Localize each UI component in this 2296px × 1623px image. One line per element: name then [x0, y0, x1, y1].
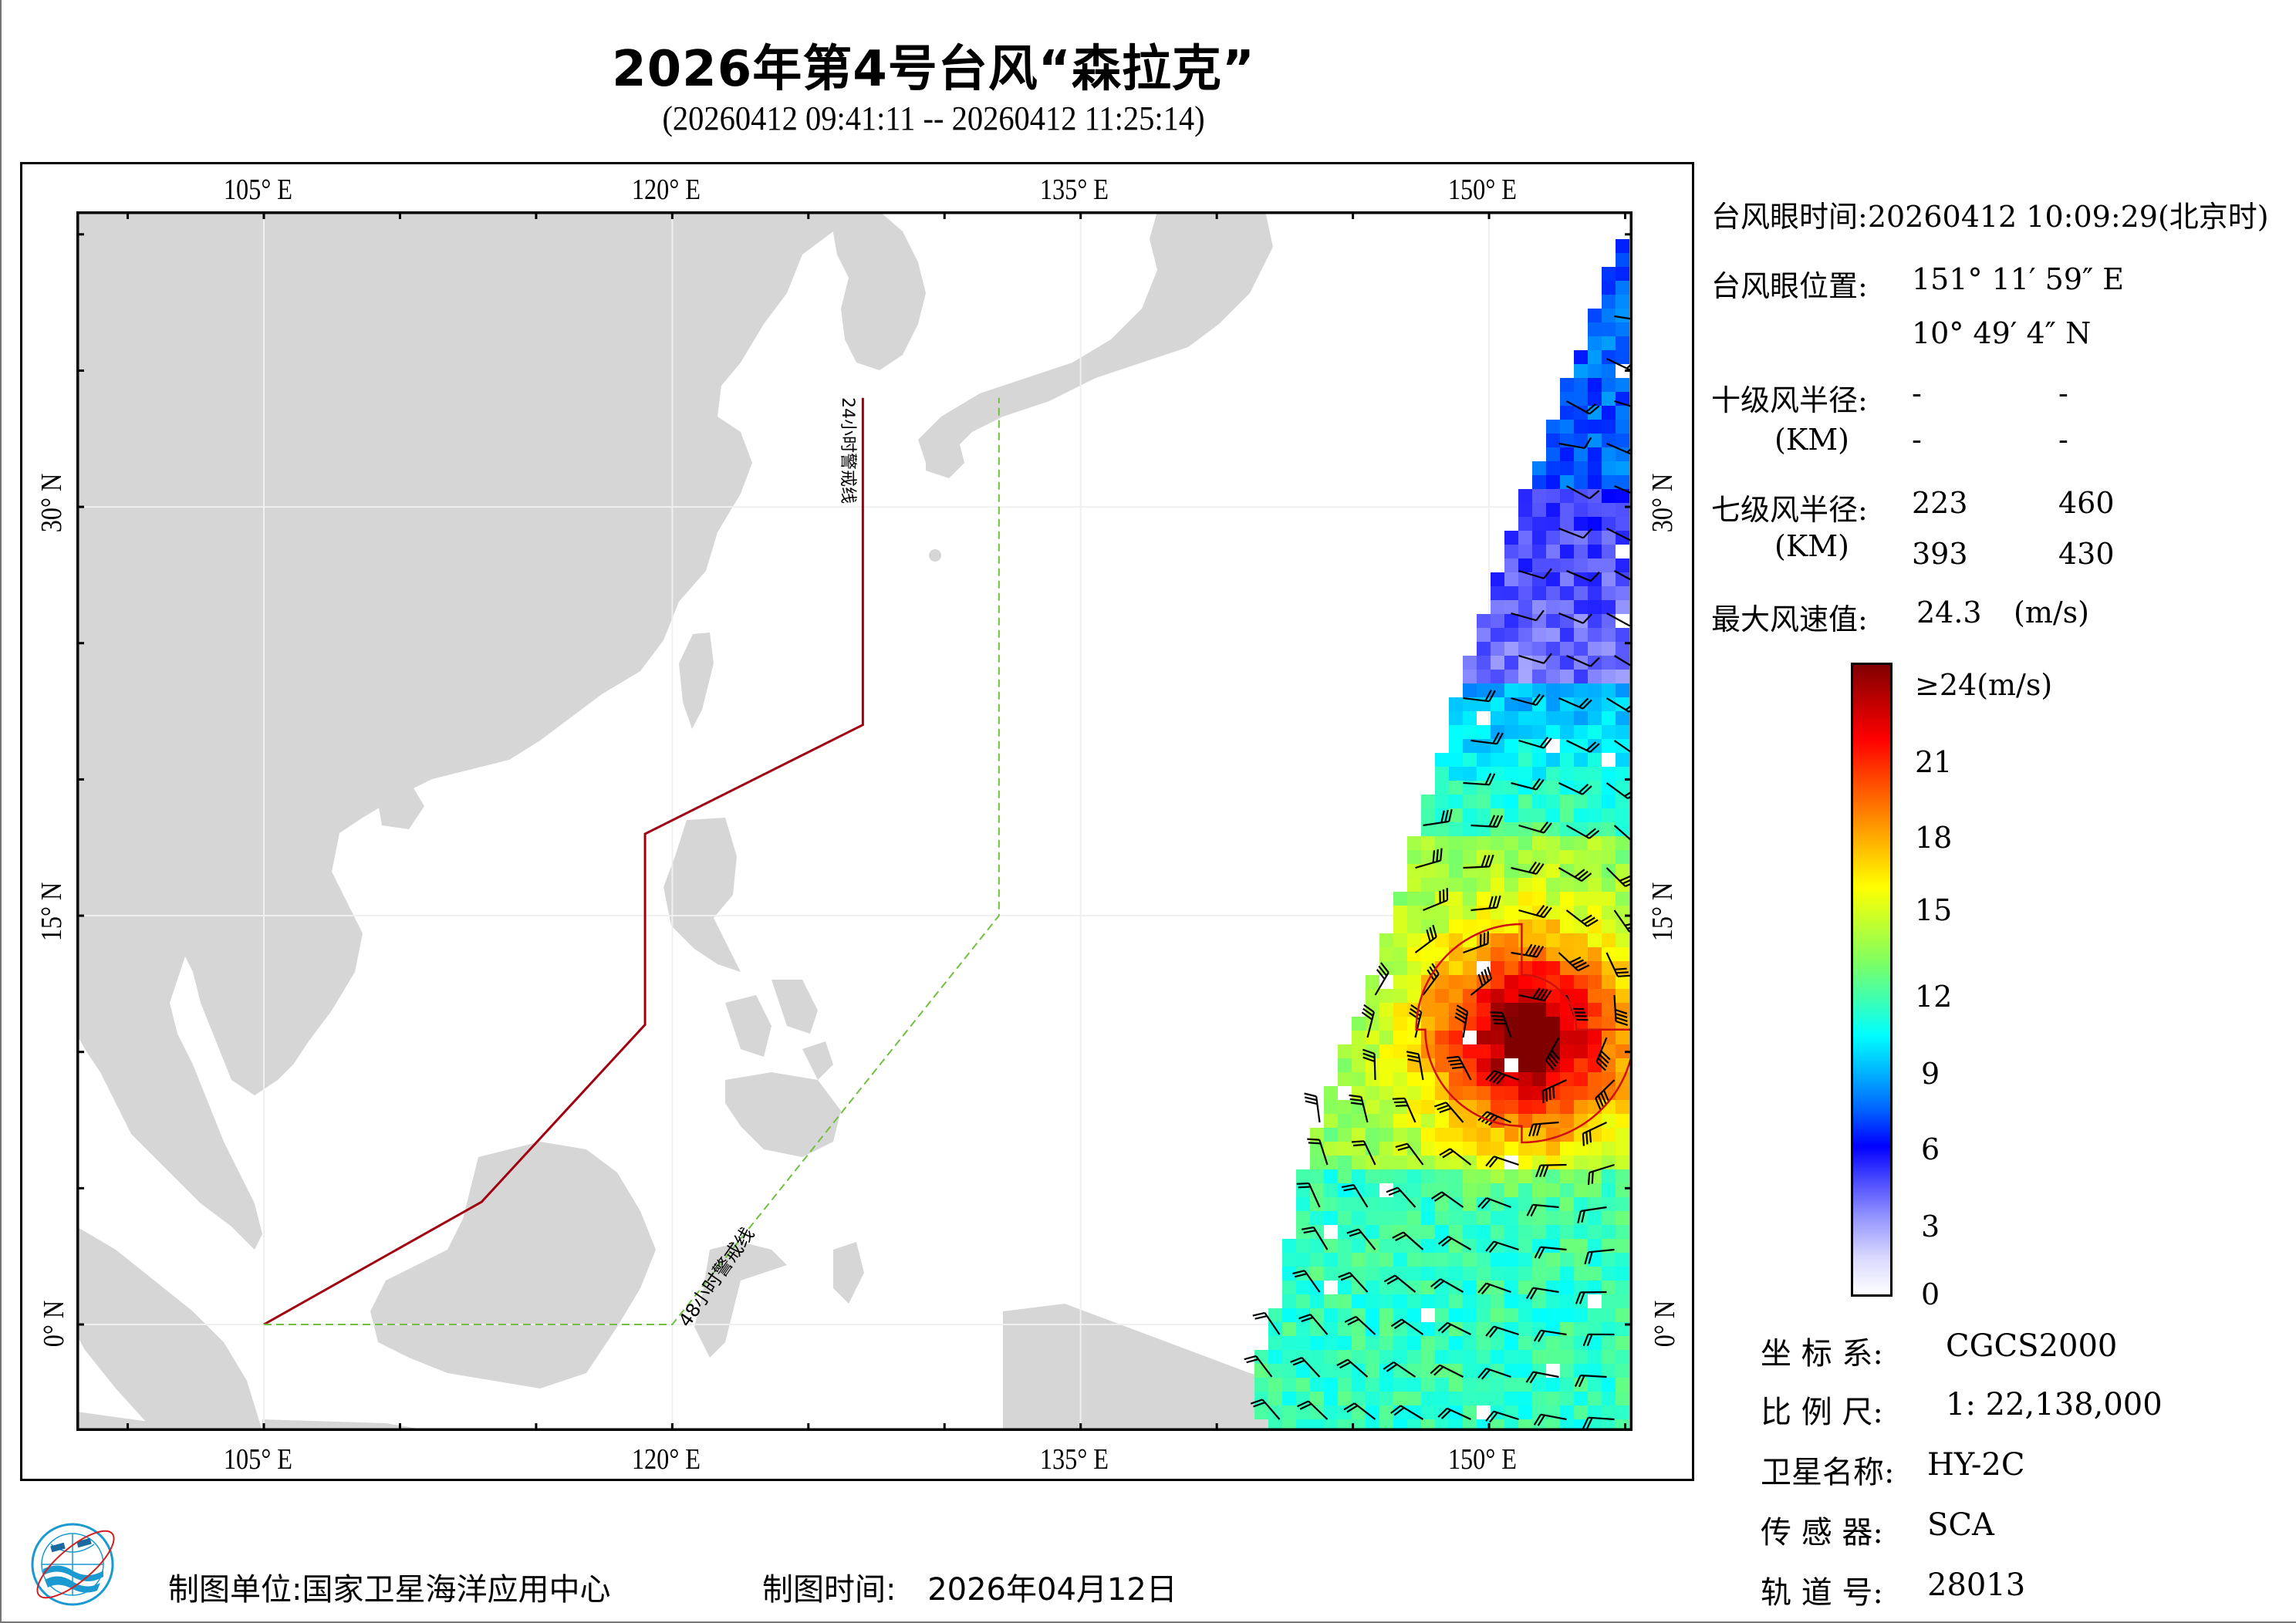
r10-unit: (KM)	[1774, 423, 1849, 457]
r7-value-nw: 430	[2058, 537, 2115, 571]
org-value: 国家卫星海洋应用中心	[302, 1572, 611, 1608]
orbit-label: 轨 道 号:	[1761, 1575, 1883, 1611]
colorbar-tick-21: 21	[1915, 745, 1953, 779]
date-label: 制图时间:	[762, 1572, 896, 1608]
scale-value: 1: 22,138,000	[1946, 1387, 2163, 1422]
r10-value-ne: -	[1912, 376, 1922, 410]
eye-position-label: 台风眼位置:	[1711, 269, 1868, 303]
crs-row: 坐 标 系: CGCS2000	[1761, 1328, 2117, 1373]
r10-value-sw: -	[1912, 423, 1922, 457]
eye-lat-value: 10° 49′ 4″ N	[1912, 316, 2092, 350]
top-lon-label-150: 150° E	[1447, 174, 1518, 206]
time-range: (20260412 09:41:11 -- 20260412 11:25:14)	[662, 100, 1205, 137]
colorbar-tick-0: 0	[1921, 1277, 1940, 1311]
max-wind-row: 最大风速值: 24.3 (m/s)	[1711, 596, 2089, 638]
map-border	[76, 211, 1633, 1431]
max-wind-unit: (m/s)	[2014, 596, 2089, 629]
scale-row: 比 例 尺: 1: 22,138,000	[1761, 1387, 2163, 1432]
land-masses	[76, 211, 1565, 1431]
r10-value-nw: -	[2058, 423, 2068, 457]
satellite-label: 卫星名称:	[1761, 1455, 1895, 1490]
r10-value-se: -	[2058, 376, 2068, 410]
max-wind-value: 24.3	[1916, 596, 1982, 629]
eye-position-row: 台风眼位置: 151° 11′ 59″ E	[1711, 262, 2124, 305]
right-lat-label-0: 0° N	[1649, 1300, 1681, 1348]
left-lat-label-0: 0° N	[38, 1300, 70, 1348]
org-label: 制图单位:	[168, 1572, 302, 1608]
max-wind-label: 最大风速值:	[1711, 602, 1868, 636]
bottom-lon-label-135: 135° E	[1039, 1443, 1109, 1476]
nsoas-logo	[31, 1523, 115, 1606]
top-lon-label-105: 105° E	[223, 174, 293, 206]
left-lat-label-30: 30° N	[35, 473, 68, 533]
wind-speed-colorbar	[1851, 663, 1893, 1297]
sensor-value: SCA	[1927, 1507, 1994, 1543]
scale-label: 比 例 尺:	[1761, 1395, 1883, 1430]
colorbar-tick-12: 12	[1915, 980, 1953, 1014]
colorbar-tick-9: 9	[1921, 1057, 1940, 1091]
left-lat-label-15: 15° N	[35, 882, 68, 942]
r7-value-se: 460	[2058, 486, 2115, 520]
r7-row: 七级风半径: 223 460	[1711, 486, 2115, 528]
r7-unit: (KM)	[1774, 529, 1849, 563]
right-lat-label-15: 15° N	[1646, 882, 1679, 942]
sensor-label: 传 感 器:	[1761, 1515, 1883, 1550]
org-row: 制图单位:国家卫星海洋应用中心	[168, 1564, 610, 1609]
bottom-lon-label-120: 120° E	[631, 1443, 701, 1476]
crs-label: 坐 标 系:	[1761, 1336, 1883, 1372]
right-lat-label-30: 30° N	[1646, 473, 1679, 533]
wind-swath-heatmap	[1254, 239, 1629, 1431]
r10-row: 十级风半径: - -	[1711, 376, 2068, 419]
colorbar-max-label: ≥24(m/s)	[1915, 668, 2053, 702]
orbit-row: 轨 道 号: 28013	[1761, 1567, 2025, 1612]
eye-time-row: 台风眼时间:20260412 10:09:29(北京时)	[1711, 193, 2269, 235]
eye-time-value: 20260412 10:09:29(北京时)	[1867, 200, 2269, 234]
crs-value: CGCS2000	[1946, 1328, 2118, 1364]
warning-line-24h	[263, 397, 864, 1326]
r7-value-ne: 223	[1912, 486, 1968, 520]
colorbar-tick-6: 6	[1921, 1132, 1940, 1166]
wind-field-map: 24小时警戒线 48小时警戒线	[76, 211, 1633, 1431]
eye-lon-value: 151° 11′ 59″ E	[1912, 262, 2125, 296]
r7-wind-radius-contour	[1415, 923, 1633, 1144]
r10-label: 十级风半径:	[1711, 383, 1868, 417]
sensor-row: 传 感 器: SCA	[1761, 1507, 1994, 1552]
bottom-lon-label-150: 150° E	[1447, 1443, 1518, 1476]
date-row: 制图时间: 2026年04月12日	[762, 1564, 1177, 1609]
top-lon-label-120: 120° E	[631, 174, 701, 206]
date-value: 2026年04月12日	[927, 1572, 1177, 1608]
wind-barbs	[1244, 315, 1633, 1430]
orbit-value: 28013	[1927, 1567, 2026, 1603]
colorbar-tick-18: 18	[1915, 821, 1953, 855]
bottom-lon-label-105: 105° E	[223, 1443, 293, 1476]
eye-time-label: 台风眼时间:	[1711, 200, 1868, 234]
satellite-value: HY-2C	[1927, 1447, 2025, 1483]
warning-line-48h	[264, 397, 1000, 1325]
map-frame	[20, 162, 1694, 1481]
page-title: 2026年第4号台风“森拉克”	[612, 41, 1255, 98]
r7-value-sw: 393	[1912, 537, 1968, 571]
r7-label: 七级风半径:	[1711, 493, 1868, 527]
warning-line-24h-label: 24小时警戒线	[838, 397, 857, 504]
colorbar-tick-3: 3	[1921, 1210, 1940, 1243]
satellite-row: 卫星名称: HY-2C	[1761, 1447, 2024, 1492]
colorbar-tick-15: 15	[1915, 893, 1953, 927]
top-lon-label-135: 135° E	[1039, 174, 1109, 206]
